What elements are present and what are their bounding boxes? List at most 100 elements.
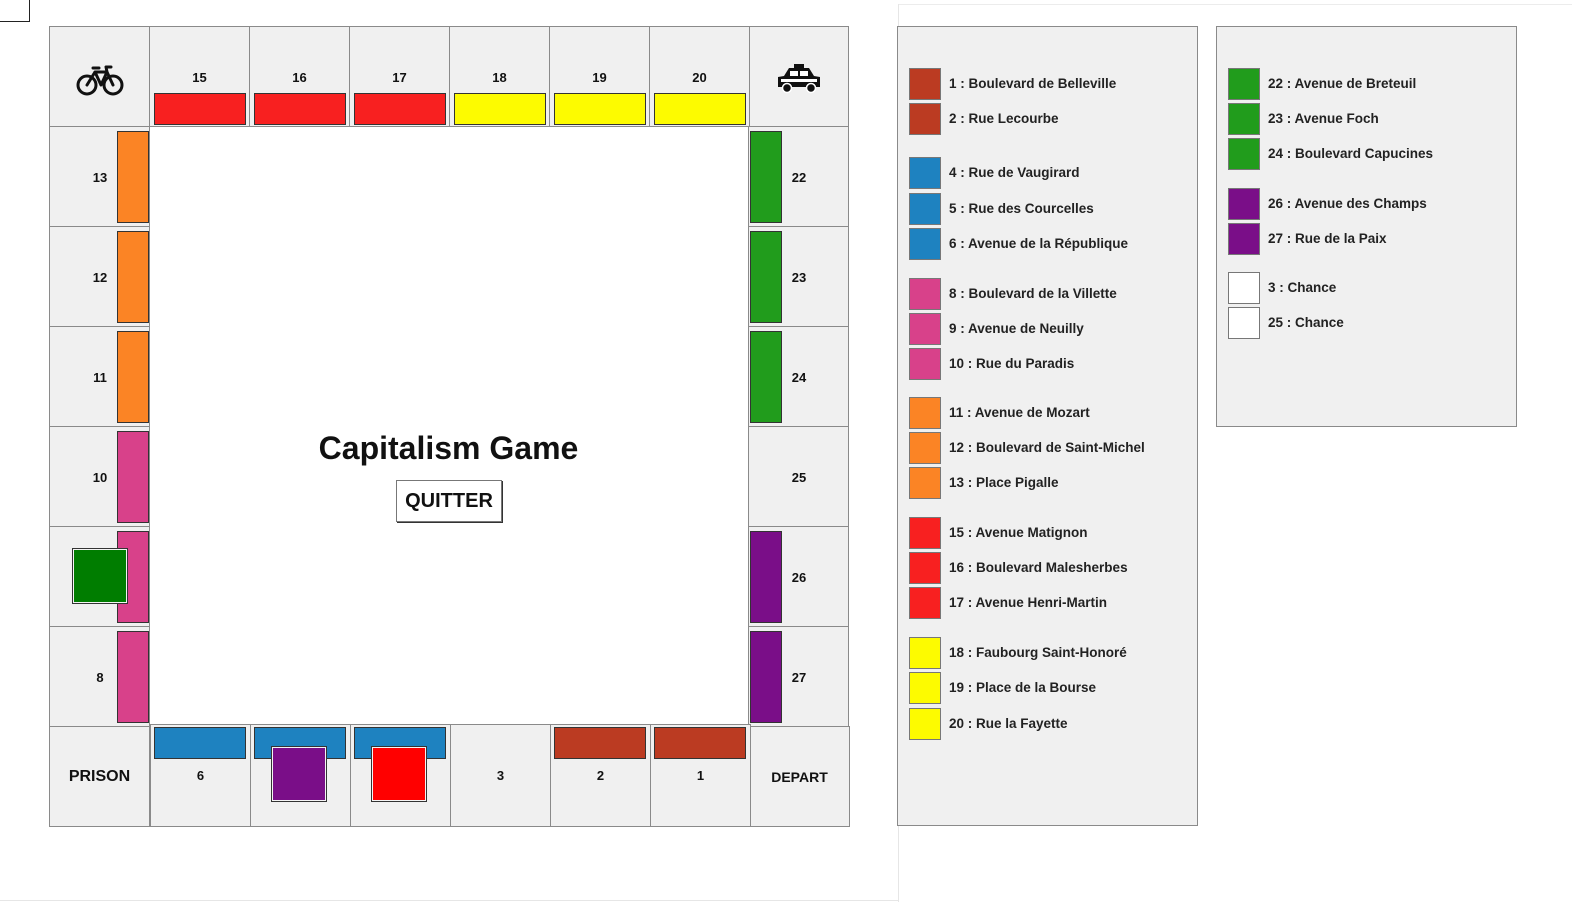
legend-swatch-green [1228, 68, 1260, 100]
legend-label: 1 : Boulevard de Belleville [949, 76, 1117, 91]
legend-swatch-blue [909, 228, 941, 260]
square-2[interactable]: 2 [550, 724, 651, 827]
square-15[interactable]: 15 [149, 26, 250, 127]
square-13[interactable]: 13 [49, 126, 150, 227]
square-1[interactable]: 1 [650, 724, 751, 827]
legend-label: 5 : Rue des Courcelles [949, 201, 1094, 216]
legend-label: 4 : Rue de Vaugirard [949, 165, 1080, 180]
corner-depart-label: DEPART [771, 768, 828, 785]
corner-depart[interactable]: DEPART [749, 726, 850, 827]
square-17[interactable]: 17 [349, 26, 450, 127]
corner-top-left[interactable] [49, 26, 150, 127]
legend-label: 15 : Avenue Matignon [949, 525, 1088, 540]
color-band-orange [117, 131, 149, 223]
corner-top-right[interactable] [748, 26, 849, 127]
legend-swatch-brown [909, 68, 941, 100]
legend-swatch-yellow [909, 637, 941, 669]
color-band-purple [750, 631, 782, 723]
square-27[interactable]: 27 [748, 626, 849, 727]
window-corner-mark [0, 0, 30, 22]
legend-swatch-white [1228, 307, 1260, 339]
taxi-icon [775, 63, 823, 95]
legend-swatch-orange [909, 397, 941, 429]
square-22[interactable]: 22 [748, 126, 849, 227]
legend-label: 27 : Rue de la Paix [1268, 231, 1387, 246]
square-number: 25 [791, 469, 807, 485]
square-number: 27 [791, 669, 807, 685]
square-12[interactable]: 12 [49, 226, 150, 327]
legend-label: 8 : Boulevard de la Villette [949, 286, 1117, 301]
color-band-green [750, 131, 782, 223]
legend-swatch-orange [909, 432, 941, 464]
legend-label: 13 : Place Pigalle [949, 475, 1059, 490]
green-pawn[interactable] [73, 549, 127, 603]
square-16[interactable]: 16 [249, 26, 350, 127]
legend-label: 6 : Avenue de la République [949, 236, 1129, 251]
square-number: 24 [791, 369, 807, 385]
square-number: 12 [92, 269, 108, 285]
legend-swatch-orange [909, 467, 941, 499]
square-19[interactable]: 19 [549, 26, 650, 127]
square-20[interactable]: 20 [649, 26, 750, 127]
legend-swatch-white [1228, 272, 1260, 304]
legend-swatch-red [909, 517, 941, 549]
legend-label: 16 : Boulevard Malesherbes [949, 560, 1128, 575]
square-24[interactable]: 24 [748, 326, 849, 427]
color-band-green [750, 331, 782, 423]
square-number: 8 [96, 669, 104, 685]
bicycle-icon [76, 63, 124, 97]
legend-swatch-yellow [909, 708, 941, 740]
square-number: 17 [392, 69, 407, 85]
square-number: 19 [592, 69, 607, 85]
square-number: 11 [93, 369, 107, 385]
square-6[interactable]: 6 [150, 724, 251, 827]
color-band-brown [654, 727, 746, 759]
square-number: 22 [791, 169, 807, 185]
purple-pawn[interactable] [272, 747, 326, 801]
corner-prison[interactable]: PRISON [49, 726, 150, 827]
page-edge-bottom [0, 900, 898, 901]
square-number: 13 [92, 169, 108, 185]
legend-label: 10 : Rue du Paradis [949, 356, 1075, 371]
legend-swatch-blue [909, 193, 941, 225]
color-band-yellow [454, 93, 546, 125]
legend-label: 23 : Avenue Foch [1268, 111, 1379, 126]
square-number: 3 [496, 767, 505, 783]
legend-swatch-pink [909, 313, 941, 345]
legend-label: 18 : Faubourg Saint-Honoré [949, 645, 1127, 660]
legend-swatch-green [1228, 103, 1260, 135]
legend-label: 19 : Place de la Bourse [949, 680, 1097, 695]
square-10[interactable]: 10 [49, 426, 150, 527]
color-band-red [254, 93, 346, 125]
legend-swatch-green [1228, 138, 1260, 170]
legend-label: 20 : Rue la Fayette [949, 716, 1068, 731]
square-number: 23 [791, 269, 807, 285]
color-band-pink [117, 431, 149, 523]
color-band-red [354, 93, 446, 125]
legend-panel-left: 1 : Boulevard de Belleville 2 : Rue Lecou… [897, 26, 1198, 826]
legend-label: 2 : Rue Lecourbe [949, 111, 1059, 126]
legend-label: 11 : Avenue de Mozart [949, 405, 1090, 420]
square-3[interactable]: 3 [450, 724, 551, 827]
legend-swatch-purple [1228, 223, 1260, 255]
quit-button[interactable]: QUITTER [396, 480, 502, 522]
legend-label: 17 : Avenue Henri-Martin [949, 595, 1108, 610]
legend-label: 22 : Avenue de Breteuil [1268, 76, 1417, 91]
square-25[interactable]: 25 [748, 426, 849, 527]
legend-swatch-pink [909, 348, 941, 380]
square-18[interactable]: 18 [449, 26, 550, 127]
red-pawn[interactable] [372, 747, 426, 801]
square-26[interactable]: 26 [748, 526, 849, 627]
square-number: 18 [492, 69, 507, 85]
color-band-brown [554, 727, 646, 759]
board-center [150, 127, 747, 725]
color-band-orange [117, 231, 149, 323]
legend-label: 3 : Chance [1268, 280, 1337, 295]
square-8[interactable]: 8 [49, 626, 150, 727]
square-23[interactable]: 23 [748, 226, 849, 327]
square-11[interactable]: 11 [49, 326, 150, 427]
square-number: 10 [92, 469, 108, 485]
square-number: 6 [196, 767, 205, 783]
square-number: 1 [696, 767, 705, 783]
legend-label: 9 : Avenue de Neuilly [949, 321, 1084, 336]
